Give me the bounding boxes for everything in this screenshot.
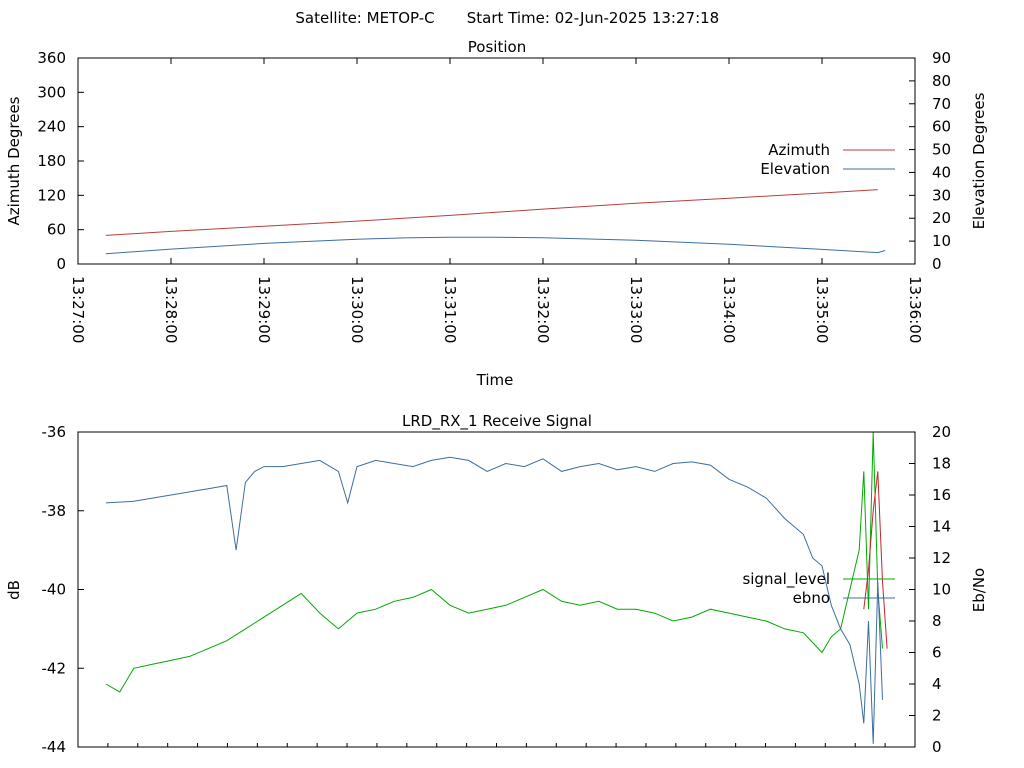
x-axis-tick-label: 13:30:00	[348, 276, 366, 343]
legend-label: signal_level	[742, 570, 830, 589]
y-axis-tick-label: 300	[37, 83, 66, 101]
x-axis-tick-label: 13:27:00	[69, 276, 87, 343]
signal-y-axis-label: dB	[5, 580, 23, 600]
y2-axis-tick-label: 4	[932, 675, 942, 693]
y2-axis-tick-label: 70	[932, 95, 951, 113]
signal-plot-frame	[77, 431, 916, 748]
y-axis-tick-label: 240	[37, 118, 66, 136]
y2-axis-tick-label: 10	[932, 232, 951, 250]
signal-series-group	[105, 431, 888, 744]
y2-axis-tick-label: 20	[932, 209, 951, 227]
start-time-label: Start Time: 02-Jun-2025 13:27:18	[467, 9, 719, 27]
x-axis-tick-label: 13:33:00	[627, 276, 645, 343]
x-axis-tick-label: 13:32:00	[534, 276, 552, 343]
position-tick-group: 0 60 120 180 240 300 360 0 10 20 30 40 50 60 70 80 90 13:…	[37, 49, 951, 343]
x-axis-tick-label: 13:29:00	[255, 276, 273, 343]
x-axis-tick-label: 13:28:00	[162, 276, 180, 343]
legend-label: Elevation	[760, 160, 830, 178]
y2-axis-tick-label: 10	[932, 581, 951, 599]
y2-axis-tick-label: 12	[932, 549, 951, 567]
y2-axis-tick-label: 60	[932, 118, 951, 136]
position-x-axis-label: Time	[476, 371, 514, 389]
position-chart-title: Position	[468, 38, 526, 56]
y2-axis-tick-label: 90	[932, 49, 951, 67]
x-axis-tick-label: 13:31:00	[441, 276, 459, 343]
y2-axis-tick-label: 18	[932, 455, 951, 473]
x-axis-tick-label: 13:34:00	[720, 276, 738, 343]
series-line-signal-level	[105, 431, 883, 693]
series-line-ebno	[105, 456, 883, 744]
series-line-unnamed	[863, 471, 888, 649]
y-axis-tick-label: 360	[37, 49, 66, 67]
y-axis-tick-label: -40	[42, 581, 67, 599]
legend-label: ebno	[793, 589, 830, 607]
signal-y2-axis-label: Eb/No	[970, 568, 988, 612]
y-axis-tick-label: -42	[42, 659, 67, 677]
position-chart: Position Azimuth Degrees Elevation Degre…	[5, 38, 988, 389]
y-axis-tick-label: 180	[37, 152, 66, 170]
y2-axis-tick-label: 80	[932, 72, 951, 90]
y2-axis-tick-label: 0	[932, 255, 942, 273]
legend-label: Azimuth	[768, 141, 830, 159]
y2-axis-tick-label: 0	[932, 738, 942, 756]
series-line-azimuth	[105, 189, 878, 236]
y2-axis-tick-label: 40	[932, 163, 951, 181]
y-axis-tick-label: -38	[42, 502, 67, 520]
y2-axis-tick-label: 50	[932, 141, 951, 159]
signal-tick-group: -44 -42 -40 -38 -36 0 2 4 6 8 10 12 14 16 18 20	[42, 423, 952, 756]
signal-chart: LRD_RX_1 Receive Signal dB Eb/No -44-42-…	[5, 412, 988, 756]
y2-axis-tick-label: 30	[932, 186, 951, 204]
y2-axis-tick-label: 2	[932, 707, 942, 725]
x-axis-tick-label: 13:36:00	[906, 276, 924, 343]
y2-axis-tick-label: 14	[932, 518, 951, 536]
signal-chart-title: LRD_RX_1 Receive Signal	[402, 412, 592, 431]
y-axis-tick-label: -36	[42, 423, 67, 441]
position-y-axis-label: Azimuth Degrees	[5, 96, 23, 225]
y-axis-tick-label: 120	[37, 186, 66, 204]
satellite-label: Satellite: METOP-C	[295, 9, 434, 27]
y2-axis-tick-label: 20	[932, 423, 951, 441]
y2-axis-tick-label: 8	[932, 612, 942, 630]
y2-axis-tick-label: 16	[932, 486, 951, 504]
position-plot-frame	[77, 57, 916, 265]
position-y2-axis-label: Elevation Degrees	[970, 92, 988, 229]
y-axis-tick-label: 0	[56, 255, 66, 273]
y-axis-tick-label: -44	[42, 738, 67, 756]
y-axis-tick-label: 60	[47, 221, 66, 239]
position-series-group	[105, 189, 886, 255]
x-axis-tick-label: 13:35:00	[813, 276, 831, 343]
y2-axis-tick-label: 6	[932, 644, 942, 662]
series-line-elevation	[105, 236, 886, 255]
